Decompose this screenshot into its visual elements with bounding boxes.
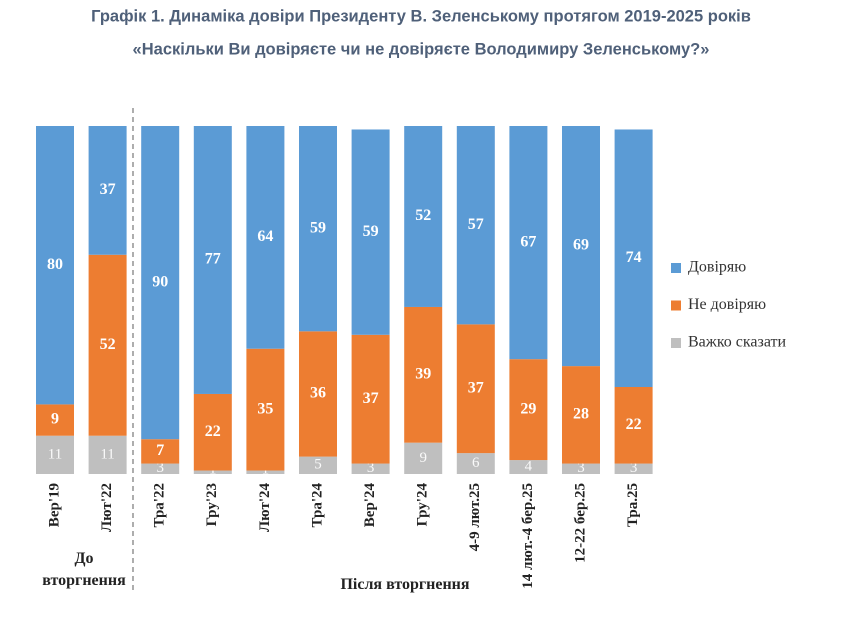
legend-swatch xyxy=(671,263,681,273)
bar-segment xyxy=(614,387,653,464)
bar-segment xyxy=(614,129,653,388)
value-label: 35 xyxy=(257,400,273,417)
value-label: 57 xyxy=(468,216,484,233)
bar-segment xyxy=(36,435,74,474)
bar-segment xyxy=(299,126,337,332)
x-tick-label: Вер'19 xyxy=(46,483,62,527)
chart-title: Графік 1. Динаміка довіри Президенту В. … xyxy=(91,7,751,25)
bar-segment xyxy=(193,393,232,471)
group-label: Після вторгнення xyxy=(340,576,470,593)
bar-segment xyxy=(562,126,600,367)
bar-segment xyxy=(88,435,127,474)
value-label: 67 xyxy=(520,233,536,250)
value-label: 74 xyxy=(626,249,642,266)
x-tick-label: Лют'22 xyxy=(99,483,115,532)
value-label: 9 xyxy=(51,411,59,428)
value-label: 5 xyxy=(314,457,322,473)
bar-segment xyxy=(246,126,285,349)
value-label: 37 xyxy=(468,379,484,396)
bar-segment xyxy=(193,470,232,474)
value-label: 59 xyxy=(363,223,379,240)
bar-segment xyxy=(299,331,337,457)
value-label: 11 xyxy=(100,446,114,462)
x-tick-label: Тра'24 xyxy=(309,483,325,528)
value-label: 3 xyxy=(577,460,585,476)
value-label: 52 xyxy=(415,207,431,224)
legend-label: Не довіряю xyxy=(688,296,766,313)
value-label: 3 xyxy=(156,460,164,476)
legend-label: Довіряю xyxy=(688,259,746,276)
bar-segment xyxy=(193,126,232,394)
bar-segment xyxy=(562,366,600,464)
bar-segment xyxy=(456,453,495,474)
value-label: 39 xyxy=(415,365,431,382)
legend-swatch xyxy=(671,300,681,311)
x-tick-label: 12-22 бер.25 xyxy=(572,483,588,563)
value-label: 77 xyxy=(205,251,221,268)
value-label: 11 xyxy=(48,446,62,462)
bar-segment xyxy=(614,463,653,474)
value-label: 3 xyxy=(630,460,638,476)
x-tick-label: Гру'24 xyxy=(415,483,431,527)
value-label: 36 xyxy=(310,385,326,402)
bar-segment xyxy=(404,306,443,443)
x-tick-label: Тра.25 xyxy=(625,483,641,527)
bar-segment xyxy=(36,404,74,436)
x-tick-label: Тра'22 xyxy=(152,483,168,527)
value-label: 59 xyxy=(310,219,326,236)
bar-segment xyxy=(141,126,180,440)
legend-label: Важко сказати xyxy=(688,334,787,351)
value-label: 22 xyxy=(626,416,642,433)
bar-segment xyxy=(299,456,337,474)
bar-segment xyxy=(246,470,285,474)
bar-segment xyxy=(141,439,180,464)
value-label: 29 xyxy=(520,400,536,417)
value-label: 7 xyxy=(156,442,164,459)
value-label: 9 xyxy=(419,450,427,466)
value-label: 69 xyxy=(573,237,589,254)
bar-segment xyxy=(88,126,127,255)
chart-subtitle: «Наскільки Ви довіряєте чи не довіряєте … xyxy=(133,40,710,58)
x-tick-label: Гру'23 xyxy=(204,483,220,526)
value-label: 52 xyxy=(100,336,116,353)
value-label: 80 xyxy=(47,256,63,273)
bar-segment xyxy=(404,442,443,474)
bar-segment xyxy=(509,460,548,474)
bar-segment xyxy=(351,129,390,335)
bar-segment xyxy=(456,126,495,325)
value-label: 37 xyxy=(363,390,379,407)
value-label: 6 xyxy=(472,455,480,471)
value-label: 64 xyxy=(257,228,273,245)
x-tick-label: Вер'24 xyxy=(362,483,378,528)
value-label: 22 xyxy=(205,423,221,440)
x-tick-label: 4-9 лют.25 xyxy=(467,483,483,551)
legend-swatch xyxy=(671,338,681,348)
value-label: 37 xyxy=(100,181,116,198)
value-label: 3 xyxy=(367,460,375,476)
bar-segment xyxy=(141,463,180,474)
bar-segment xyxy=(246,348,285,471)
value-label: 90 xyxy=(152,273,168,290)
x-tick-label: 14 лют.-4 бер.25 xyxy=(520,483,536,589)
bar-segment xyxy=(88,254,127,436)
bar-segment xyxy=(351,463,390,474)
bar-segment xyxy=(351,334,390,464)
group-label: До вторгнення xyxy=(42,550,126,589)
bar-segment xyxy=(509,359,548,461)
x-tick-label: Лют'24 xyxy=(257,483,273,532)
bar-segment xyxy=(456,324,495,454)
bar-segment xyxy=(562,463,600,474)
bar-segment xyxy=(36,126,74,405)
bar-segment xyxy=(404,126,443,307)
bar-segment xyxy=(509,126,548,360)
value-label: 4 xyxy=(525,458,533,474)
value-label: 28 xyxy=(573,406,589,423)
